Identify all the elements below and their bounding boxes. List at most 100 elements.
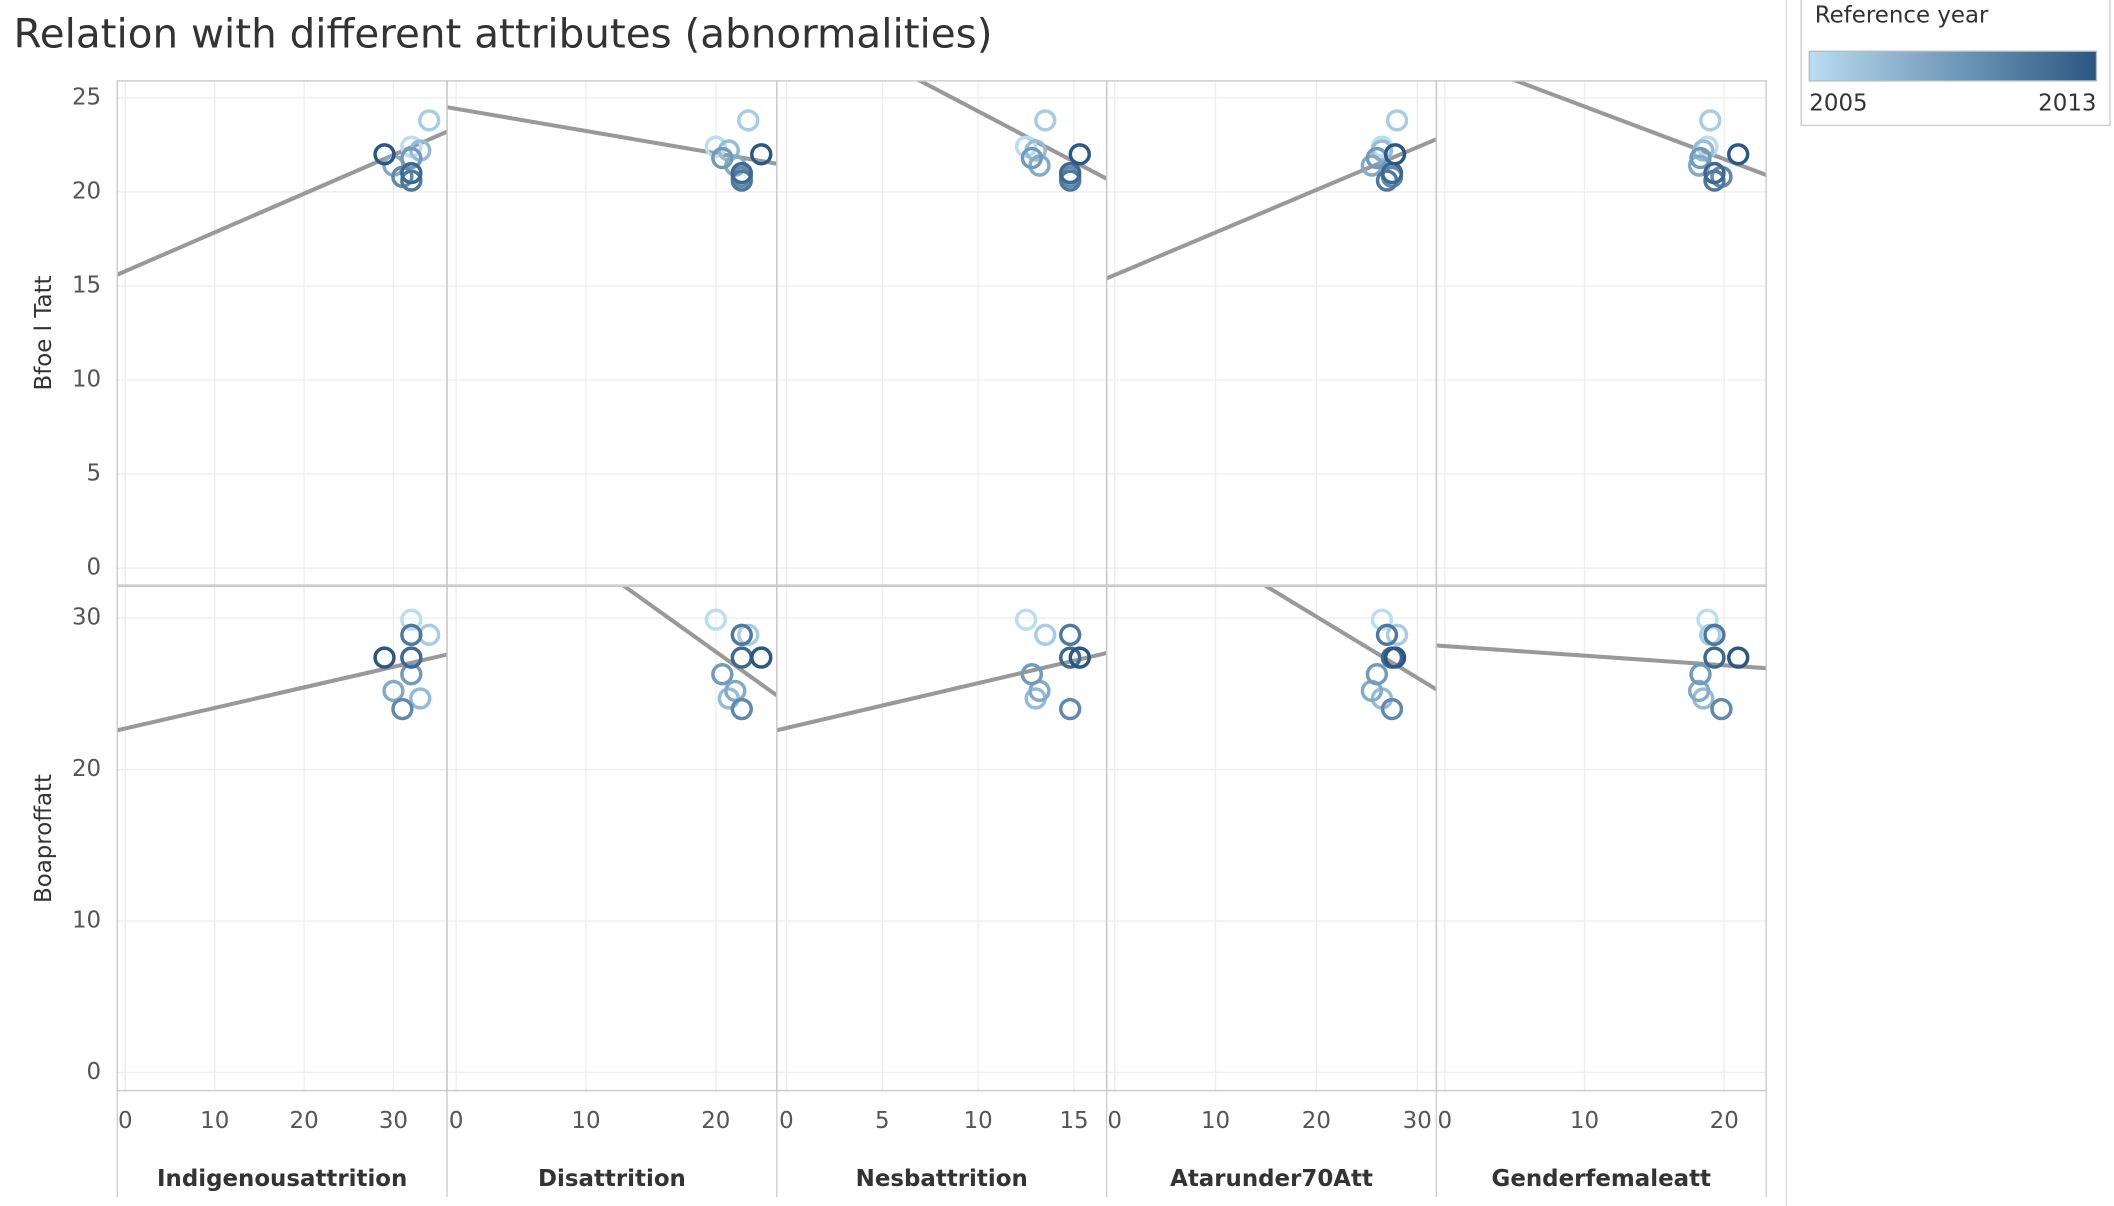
data-point bbox=[1710, 697, 1733, 721]
x-tick-label: 10 bbox=[200, 1108, 229, 1134]
data-point bbox=[730, 646, 753, 669]
data-point bbox=[1370, 608, 1394, 631]
data-point bbox=[400, 161, 423, 185]
data-point bbox=[704, 135, 728, 158]
x-tick-label: 10 bbox=[1201, 1108, 1230, 1134]
y-tick-label: 15 bbox=[72, 272, 101, 298]
y-tick-label: 10 bbox=[72, 908, 101, 934]
panel-border bbox=[116, 585, 448, 1092]
data-point bbox=[730, 697, 753, 721]
panel bbox=[447, 586, 777, 1091]
x-axis-label: Genderfemaleatt bbox=[1492, 1166, 1712, 1192]
data-point bbox=[730, 161, 753, 185]
y-tick-label: 30 bbox=[72, 605, 101, 631]
panel bbox=[1436, 80, 1767, 586]
trend-line bbox=[447, 105, 777, 166]
data-point bbox=[1699, 109, 1722, 132]
data-point bbox=[1058, 697, 1082, 721]
data-point bbox=[1687, 679, 1711, 703]
y-tick-label: 20 bbox=[72, 756, 101, 782]
panel-border bbox=[1435, 80, 1767, 586]
data-point bbox=[400, 608, 423, 631]
data-point bbox=[391, 697, 414, 721]
data-point bbox=[1385, 109, 1409, 132]
y-axis-label: Boaproffatt bbox=[31, 774, 57, 903]
x-tick-label: 10 bbox=[1570, 1108, 1599, 1134]
x-tick-label: 15 bbox=[1059, 1108, 1088, 1134]
data-point bbox=[730, 169, 753, 192]
legend-max-label: 2013 bbox=[2038, 90, 2096, 116]
x-tick-label: 0 bbox=[1107, 1108, 1122, 1134]
data-point bbox=[418, 109, 441, 132]
data-point bbox=[1703, 646, 1726, 669]
data-point bbox=[1034, 109, 1057, 132]
data-point bbox=[1020, 146, 1044, 170]
y-tick-label: 10 bbox=[72, 367, 101, 393]
data-point bbox=[1383, 646, 1407, 669]
panel bbox=[1106, 80, 1437, 586]
data-point bbox=[1365, 663, 1389, 686]
data-point bbox=[1058, 623, 1082, 647]
data-point bbox=[1034, 623, 1057, 647]
data-point bbox=[711, 146, 734, 170]
y-tick-label: 0 bbox=[87, 1059, 102, 1085]
panel bbox=[776, 80, 1107, 586]
data-point bbox=[400, 646, 423, 669]
data-point bbox=[1703, 169, 1726, 192]
data-point bbox=[1068, 646, 1091, 669]
data-point bbox=[750, 143, 773, 166]
trend-line bbox=[117, 129, 448, 277]
panel-border bbox=[776, 80, 1108, 586]
data-point bbox=[1385, 623, 1409, 647]
y-axis-label: Bfoe l Tatt bbox=[31, 275, 57, 390]
x-tick-label: 20 bbox=[1710, 1108, 1739, 1134]
panel bbox=[776, 586, 1107, 1091]
x-tick-label: 10 bbox=[571, 1108, 600, 1134]
x-tick-label: 30 bbox=[1403, 1108, 1432, 1134]
legend-color-bar bbox=[1808, 50, 2098, 82]
data-point bbox=[373, 646, 396, 669]
legend-min-label: 2005 bbox=[1809, 90, 1867, 116]
y-tick-label: 5 bbox=[87, 461, 102, 487]
x-tick-label: 0 bbox=[449, 1108, 464, 1134]
data-point bbox=[400, 663, 423, 686]
data-point bbox=[1068, 143, 1091, 166]
data-point bbox=[1703, 161, 1726, 185]
y-tick-label: 20 bbox=[72, 178, 101, 204]
x-tick-label: 30 bbox=[379, 1108, 408, 1134]
data-point bbox=[711, 663, 734, 686]
x-tick-label: 20 bbox=[1302, 1108, 1331, 1134]
legend-title: Reference year bbox=[1815, 3, 1989, 29]
x-axis-label: Indigenousattrition bbox=[157, 1166, 407, 1192]
x-tick-label: 0 bbox=[779, 1108, 794, 1134]
data-point bbox=[1058, 646, 1082, 669]
data-point bbox=[1014, 608, 1038, 631]
panel bbox=[447, 80, 777, 586]
panel bbox=[1106, 586, 1437, 1091]
x-tick-label: 10 bbox=[964, 1108, 993, 1134]
data-point bbox=[1058, 161, 1082, 185]
data-point bbox=[1380, 697, 1404, 721]
data-point bbox=[1020, 663, 1044, 686]
data-point bbox=[750, 646, 773, 669]
data-point bbox=[704, 608, 728, 631]
trend-line bbox=[915, 80, 1107, 181]
x-tick-label: 0 bbox=[1437, 1108, 1452, 1134]
data-point bbox=[1383, 143, 1407, 166]
panel-border bbox=[776, 585, 1108, 1092]
x-axis-label: Nesbattrition bbox=[856, 1166, 1028, 1192]
panel-border bbox=[1435, 585, 1767, 1092]
data-point bbox=[409, 687, 432, 710]
trend-line bbox=[621, 586, 777, 698]
data-point bbox=[1058, 169, 1082, 192]
data-point bbox=[1727, 646, 1750, 669]
data-point bbox=[737, 623, 760, 647]
data-point bbox=[737, 109, 760, 132]
panel bbox=[117, 586, 448, 1091]
data-point bbox=[382, 679, 405, 703]
x-tick-label: 20 bbox=[701, 1108, 730, 1134]
panel bbox=[117, 80, 448, 586]
data-point bbox=[1696, 135, 1719, 158]
